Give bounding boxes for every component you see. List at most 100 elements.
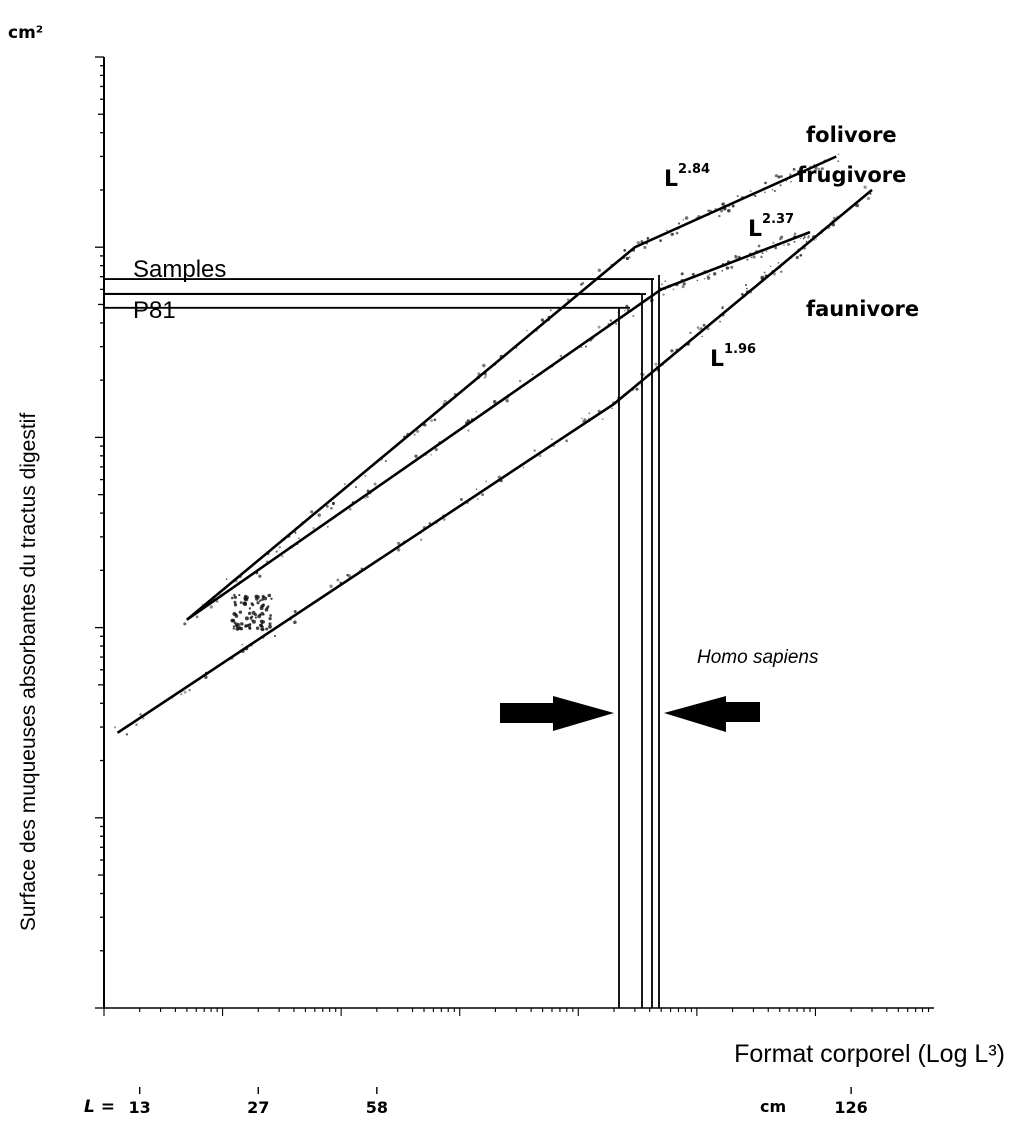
scatter-point <box>752 255 756 259</box>
scatter-point <box>239 601 243 604</box>
exponent-value-folivore: 2.84 <box>678 162 710 177</box>
scatter-point <box>780 175 783 178</box>
scatter-point <box>531 373 534 376</box>
scatter-point <box>267 593 272 598</box>
scatter-point <box>260 628 263 631</box>
scatter-point <box>262 603 265 606</box>
scatter-point <box>632 314 635 317</box>
annotation-samples: Samples <box>133 256 226 283</box>
scatter-point <box>765 250 768 252</box>
scatter-point <box>244 594 247 598</box>
scatter-point <box>278 546 281 549</box>
scatter-point <box>787 242 791 246</box>
scatter-point <box>777 261 780 264</box>
scatter-point <box>249 616 253 620</box>
scatter-point <box>467 429 470 432</box>
scatter-point <box>721 269 724 272</box>
scatter-point <box>783 244 785 247</box>
scatter-point <box>724 207 727 210</box>
scatter-point <box>250 602 254 605</box>
scatter-point <box>790 180 793 183</box>
scatter-point <box>763 191 766 194</box>
annotation-p81: P81 <box>133 297 176 324</box>
scatter-point <box>248 607 252 610</box>
scatter-point <box>248 626 251 630</box>
scatter-point <box>689 331 692 335</box>
scatter-point <box>793 232 797 236</box>
scatter-point <box>475 488 478 490</box>
series-line-faunivore <box>116 188 873 734</box>
y-unit-label: cm² <box>8 23 43 43</box>
scatter-point <box>268 624 272 629</box>
scatter-point <box>261 597 265 601</box>
scatter-point <box>623 309 626 312</box>
scatter-point <box>483 376 486 379</box>
scatter-point <box>269 614 272 617</box>
scatter-point <box>180 693 183 696</box>
scatter-point <box>681 285 685 289</box>
scatter-point <box>780 270 783 273</box>
scatter-point <box>397 541 401 546</box>
scatter-point <box>698 328 701 331</box>
scatter-point <box>807 234 810 238</box>
scatter-point <box>754 194 757 198</box>
scatter-point <box>708 273 711 276</box>
scatter-point <box>625 256 630 261</box>
l-scale-tick-label: 126 <box>834 1098 867 1117</box>
scatter-point <box>346 573 349 577</box>
scatter-point <box>646 238 649 241</box>
scatter-point <box>802 237 805 240</box>
scatter-point <box>243 598 247 601</box>
scatter-point <box>643 245 647 249</box>
scatter-point <box>540 318 545 322</box>
scatter-point <box>691 272 695 276</box>
scatter-point <box>670 349 674 353</box>
scatter-point <box>336 578 340 582</box>
scatter-point <box>265 627 269 631</box>
scatter-point <box>142 717 145 720</box>
exponent-base-folivore: L <box>664 167 678 192</box>
scatter-point <box>434 448 438 452</box>
scatter-point <box>373 482 377 486</box>
scatter-point <box>792 167 796 172</box>
scatter-point <box>254 594 259 599</box>
scatter-point <box>298 537 300 540</box>
reference-lines <box>104 275 660 1008</box>
scatter-point <box>518 379 522 383</box>
scatter-point <box>712 272 717 276</box>
exponent-label-faunivore: L1.96 <box>710 342 756 372</box>
scatter-point <box>721 202 726 206</box>
scatter-point <box>188 689 191 692</box>
scatter-point <box>113 726 116 729</box>
scatter-point <box>731 204 735 208</box>
scatter-point <box>240 622 244 626</box>
scatter-point <box>209 605 213 609</box>
scatter-point <box>259 623 263 627</box>
scatter-point <box>293 620 297 625</box>
scatter-point <box>551 438 553 440</box>
scatter-point <box>803 236 806 239</box>
scatter-point <box>233 621 237 625</box>
scatter-point <box>597 268 601 272</box>
scatter-point <box>772 241 775 244</box>
scatter-point <box>234 612 237 616</box>
scatter-point <box>699 327 703 330</box>
series-line-folivore <box>186 155 837 621</box>
scatter-point <box>671 233 674 236</box>
scatter-point <box>413 433 416 436</box>
scatter-point <box>505 399 509 403</box>
scatter-point <box>533 449 536 452</box>
scatter-point <box>238 610 243 614</box>
scatter-point <box>364 474 367 478</box>
scatter-point <box>317 513 321 517</box>
scatter-point <box>416 429 420 433</box>
scatter-point <box>396 548 401 552</box>
scatter-point <box>263 596 268 601</box>
scatter-point <box>259 599 262 602</box>
scatter-point <box>628 256 631 259</box>
scatter-point <box>837 160 840 162</box>
scatter-point <box>701 335 703 338</box>
scatter-point <box>241 643 244 646</box>
l-scale-unit: cm <box>760 1097 786 1116</box>
scatter-point <box>261 622 264 625</box>
